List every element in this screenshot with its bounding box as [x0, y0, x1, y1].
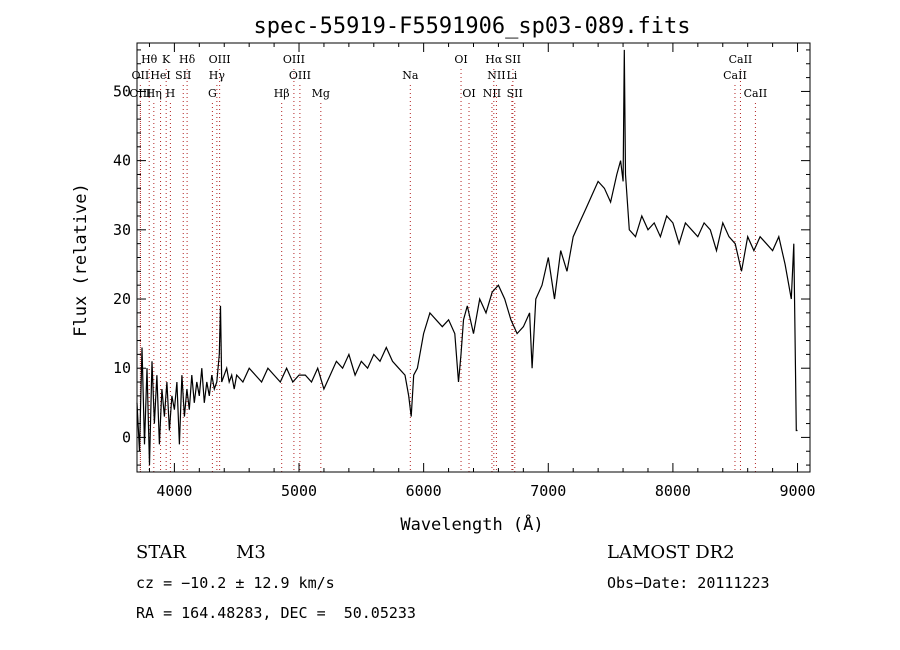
line-marker-label: SII — [507, 87, 523, 100]
line-marker-label: Li — [506, 69, 517, 82]
survey-name: LAMOST DR2 — [607, 542, 735, 563]
line-marker-label: SII — [175, 69, 191, 82]
line-marker-label: Mg — [312, 87, 330, 100]
observation-date: Obs−Date: 20111223 — [607, 574, 770, 592]
plot-frame — [136, 42, 811, 473]
x-tick-label: 9000 — [779, 482, 815, 500]
x-tick-label: 8000 — [655, 482, 691, 500]
line-marker-label: HeI — [150, 69, 170, 82]
object-type: STAR — [136, 542, 186, 563]
line-marker-label: Na — [402, 69, 419, 82]
coordinates: RA = 164.48283, DEC = 50.05233 — [136, 604, 416, 622]
x-tick-label: 4000 — [156, 482, 192, 500]
line-marker-label: OII — [132, 69, 150, 82]
line-marker-label: OIII — [129, 87, 151, 100]
object-subclass: M3 — [236, 542, 266, 563]
y-tick-label: 0 — [122, 428, 131, 446]
line-marker-label: CaII — [744, 87, 768, 100]
line-marker-label: G — [208, 87, 217, 100]
y-tick-label: 40 — [113, 152, 131, 170]
line-marker-label: OI — [462, 87, 475, 100]
line-marker-label: OIII — [283, 53, 305, 66]
x-axis-label: Wavelength (Å) — [400, 513, 543, 535]
line-marker-label: OIII — [209, 53, 231, 66]
x-tick-label: 6000 — [406, 482, 442, 500]
line-marker-label: Hδ — [179, 53, 196, 66]
line-marker-label: OI — [454, 53, 467, 66]
y-tick-label: 20 — [113, 290, 131, 308]
spectrum-series — [136, 49, 798, 466]
y-axis-label: Flux (relative) — [71, 183, 91, 337]
line-marker-label: OIII — [289, 69, 311, 82]
line-marker-label: K — [162, 53, 171, 66]
y-tick-label: 50 — [113, 82, 131, 100]
redshift-info: cz = −10.2 ± 12.9 km/s — [136, 574, 335, 592]
line-marker-label: H — [166, 87, 176, 100]
line-marker-label: NII — [487, 69, 505, 82]
x-tick-label: 7000 — [530, 482, 566, 500]
line-marker-label: CaII — [723, 69, 747, 82]
spectrum-line — [136, 49, 798, 466]
line-marker-label: CaII — [729, 53, 753, 66]
y-tick-label: 30 — [113, 221, 131, 239]
line-marker-label: SII — [505, 53, 521, 66]
line-marker-label: Hθ — [141, 53, 158, 66]
y-axis-ticks: 0 10 20 30 40 50 — [113, 49, 810, 466]
line-marker-label: Hη — [146, 87, 162, 100]
line-marker-label: Hγ — [209, 69, 226, 82]
x-axis-ticks: 4000 5000 6000 7000 8000 9000 — [148, 43, 816, 500]
chart-title: spec-55919-F5591906_sp03-089.fits — [253, 14, 690, 39]
x-tick-label: 5000 — [281, 482, 317, 500]
y-tick-label: 10 — [113, 359, 131, 377]
line-marker-label: NII — [483, 87, 501, 100]
line-marker-label: Hβ — [274, 87, 290, 100]
line-marker-label: Hα — [485, 53, 503, 66]
